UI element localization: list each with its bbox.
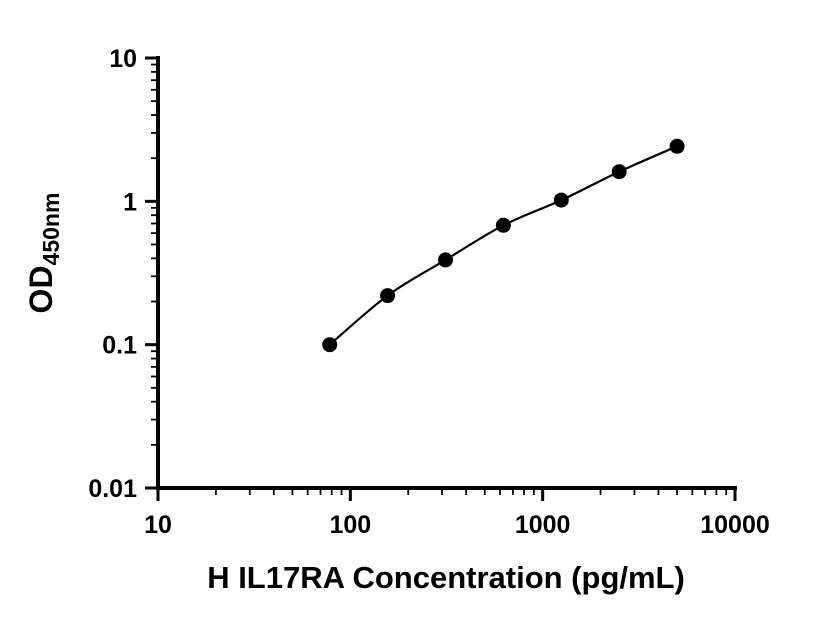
y-tick-label: 1 bbox=[123, 188, 137, 216]
data-point-marker bbox=[495, 217, 511, 233]
data-point-marker bbox=[438, 252, 453, 268]
y-tick-label: 10 bbox=[109, 45, 137, 73]
plot-area: 10 100 1000 10000 0.01 0.1 1 10 bbox=[88, 45, 769, 539]
y-axis-title-subscript: 450nm bbox=[38, 193, 64, 266]
data-point-marker bbox=[553, 192, 569, 208]
y-axis-title: OD450nm bbox=[23, 193, 64, 314]
y-tick-label: 0.01 bbox=[88, 475, 137, 503]
x-tick-label: 100 bbox=[329, 511, 371, 539]
data-point-marker bbox=[380, 288, 396, 304]
x-axis-title: H IL17RA Concentration (pg/mL) bbox=[207, 560, 685, 595]
y-axis-title-main: OD bbox=[23, 265, 59, 313]
data-point-marker bbox=[669, 138, 685, 154]
y-tick-label: 0.1 bbox=[102, 332, 137, 360]
data-point-marker bbox=[322, 337, 338, 353]
x-tick-label: 10000 bbox=[700, 511, 770, 539]
x-tick-label: 1000 bbox=[515, 511, 571, 539]
x-tick-label: 10 bbox=[144, 511, 172, 539]
data-point-marker bbox=[611, 164, 627, 180]
